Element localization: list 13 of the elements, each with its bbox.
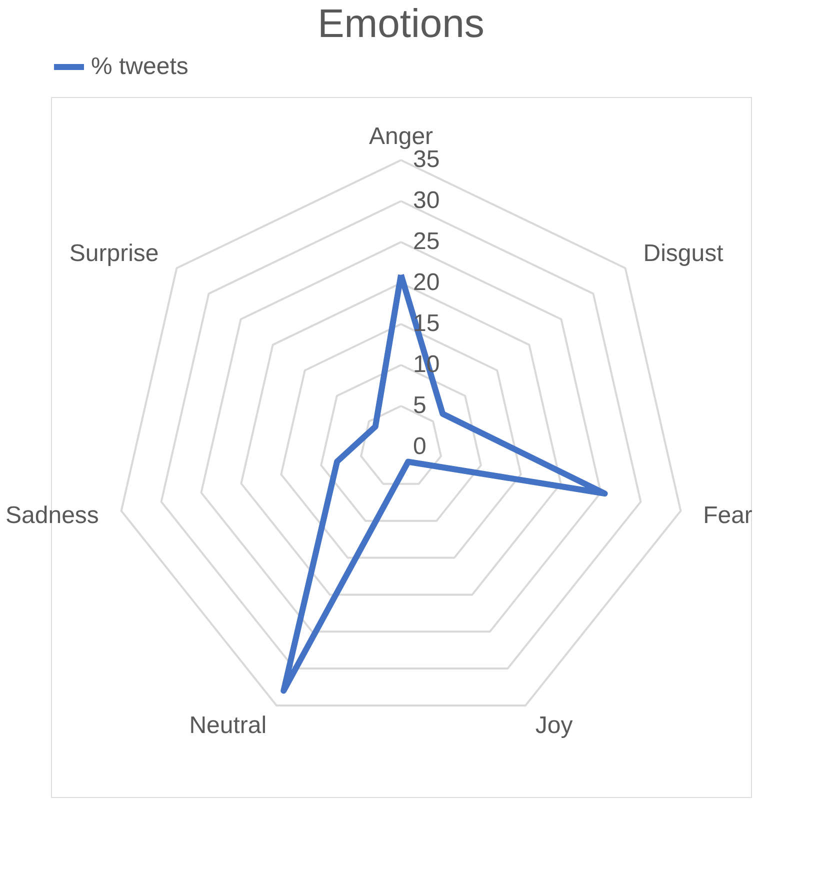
spoke-label: Disgust xyxy=(643,240,724,267)
spoke-label: Surprise xyxy=(69,240,159,267)
y-tick-label: 30 xyxy=(413,187,440,214)
spoke-label: Fear xyxy=(703,502,752,529)
y-tick-label: 5 xyxy=(413,392,426,420)
chart-title: Emotions xyxy=(318,2,484,46)
y-tick-label: 20 xyxy=(413,269,440,296)
y-tick-label: 0 xyxy=(413,433,426,460)
y-tick-label: 25 xyxy=(413,228,440,256)
spoke-label: Neutral xyxy=(189,712,267,740)
legend-label: % tweets xyxy=(91,53,188,80)
spoke-label: Joy xyxy=(535,712,573,740)
spoke-label: Sadness xyxy=(6,502,99,529)
